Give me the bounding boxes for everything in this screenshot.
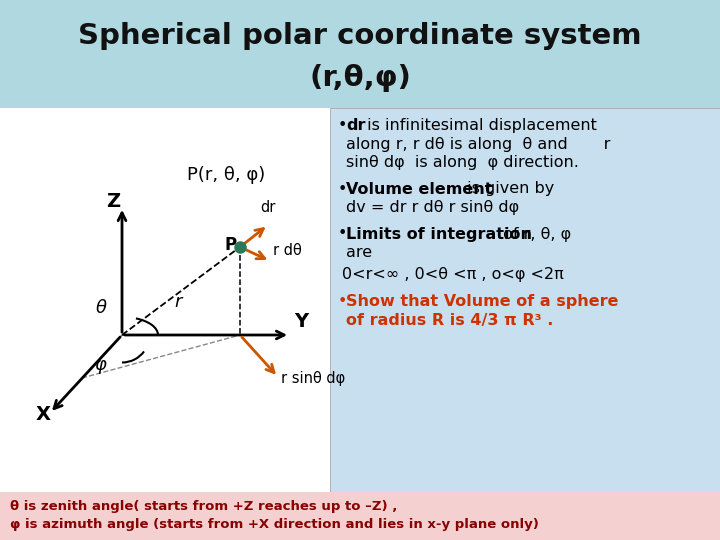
- Text: φ: φ: [94, 356, 106, 374]
- Text: θ: θ: [96, 299, 107, 317]
- Text: Spherical polar coordinate system: Spherical polar coordinate system: [78, 22, 642, 50]
- Text: •: •: [338, 226, 347, 241]
- Text: sinθ dφ  is along  φ direction.: sinθ dφ is along φ direction.: [346, 155, 579, 170]
- Text: φ is azimuth angle (starts from +X direction and lies in x-y plane only): φ is azimuth angle (starts from +X direc…: [10, 518, 539, 531]
- Text: Z: Z: [106, 192, 120, 211]
- Text: Volume element: Volume element: [346, 181, 492, 197]
- Text: r dθ: r dθ: [273, 243, 302, 258]
- Text: •: •: [338, 294, 347, 309]
- Bar: [0, 492, 720, 540]
- Text: dr: dr: [346, 118, 366, 133]
- Text: •: •: [338, 118, 347, 133]
- Text: •: •: [338, 181, 347, 197]
- Text: X: X: [36, 405, 51, 424]
- Bar: [0, 0, 720, 108]
- Text: of r, θ, φ: of r, θ, φ: [498, 226, 571, 241]
- Text: of radius R is 4/3 π R³ .: of radius R is 4/3 π R³ .: [346, 313, 554, 327]
- Text: 0<r<∞ , 0<θ <π , o<φ <2π: 0<r<∞ , 0<θ <π , o<φ <2π: [342, 267, 564, 282]
- Text: Y: Y: [294, 312, 308, 331]
- Text: Limits of integration: Limits of integration: [346, 226, 532, 241]
- Text: r sinθ dφ: r sinθ dφ: [281, 371, 346, 386]
- Bar: [330, 108, 720, 493]
- Text: Show that Volume of a sphere: Show that Volume of a sphere: [346, 294, 618, 309]
- Text: P: P: [224, 236, 236, 254]
- Text: are: are: [346, 245, 372, 260]
- Text: dr: dr: [260, 200, 275, 215]
- Text: r: r: [174, 293, 181, 311]
- Text: along r, r dθ is along  θ and       r: along r, r dθ is along θ and r: [346, 137, 611, 152]
- Text: is given by: is given by: [462, 181, 554, 197]
- Text: (r,θ,φ): (r,θ,φ): [309, 64, 411, 92]
- Text: dv = dr r dθ r sinθ dφ: dv = dr r dθ r sinθ dφ: [346, 200, 519, 215]
- Text: P(r, θ, φ): P(r, θ, φ): [187, 166, 265, 184]
- Text: is infinitesimal displacement: is infinitesimal displacement: [362, 118, 597, 133]
- Text: θ is zenith angle( starts from +Z reaches up to –Z) ,: θ is zenith angle( starts from +Z reache…: [10, 500, 397, 513]
